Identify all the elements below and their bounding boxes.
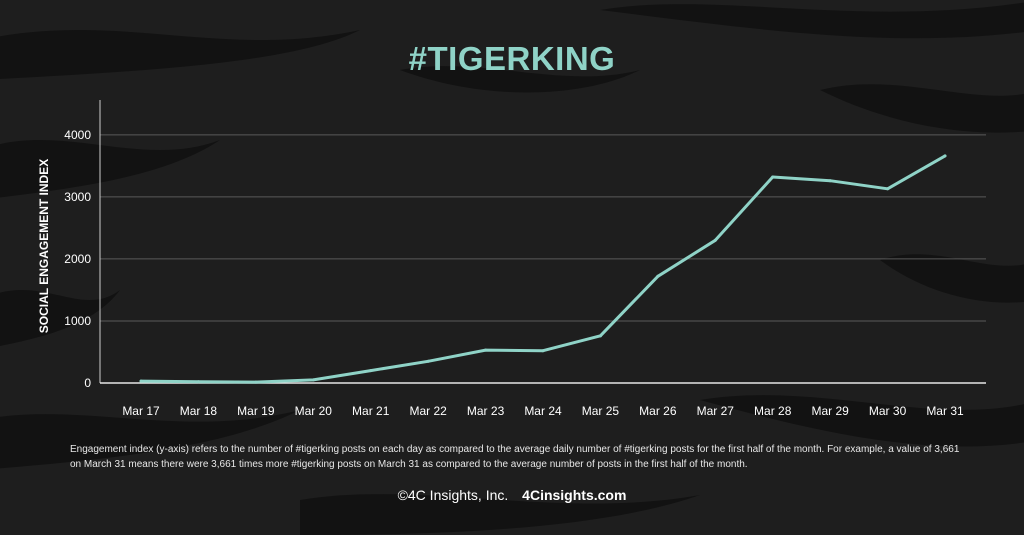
- x-tick-label: Mar 21: [352, 404, 390, 418]
- footer: ©4C Insights, Inc. 4Cinsights.com: [0, 487, 1024, 503]
- y-tick-label: 4000: [64, 128, 91, 142]
- x-tick-label: Mar 22: [409, 404, 447, 418]
- website-link[interactable]: 4Cinsights.com: [522, 487, 627, 503]
- x-tick-label: Mar 26: [639, 404, 677, 418]
- y-tick-label: 2000: [64, 252, 91, 266]
- data-point: [311, 378, 315, 382]
- x-tick-label: Mar 20: [295, 404, 333, 418]
- data-point: [541, 349, 545, 353]
- x-tick-label: Mar 25: [582, 404, 620, 418]
- data-point: [369, 369, 373, 373]
- data-point: [713, 238, 717, 242]
- x-tick-label: Mar 27: [697, 404, 735, 418]
- x-tick-label: Mar 23: [467, 404, 505, 418]
- data-point: [828, 179, 832, 183]
- x-tick-label: Mar 31: [926, 404, 964, 418]
- x-tick-label: Mar 29: [811, 404, 849, 418]
- x-tick-label: Mar 28: [754, 404, 792, 418]
- x-tick-label: Mar 30: [869, 404, 907, 418]
- x-tick-label: Mar 18: [180, 404, 218, 418]
- x-tick-label: Mar 24: [524, 404, 562, 418]
- x-tick-label: Mar 17: [122, 404, 160, 418]
- y-tick-label: 3000: [64, 190, 91, 204]
- data-point: [886, 187, 890, 191]
- chart-footnote: Engagement index (y-axis) refers to the …: [70, 444, 960, 470]
- y-axis-title: SOCIAL ENGAGEMENT INDEX: [37, 159, 51, 333]
- data-point: [196, 380, 200, 384]
- data-point: [943, 154, 947, 158]
- data-point: [656, 274, 660, 278]
- data-point: [139, 379, 143, 383]
- y-tick-label: 1000: [64, 314, 91, 328]
- data-point: [771, 175, 775, 179]
- y-tick-label: 0: [84, 376, 91, 390]
- data-point: [484, 348, 488, 352]
- data-point: [598, 334, 602, 338]
- series-line: [139, 154, 947, 384]
- x-tick-label: Mar 19: [237, 404, 275, 418]
- copyright-text: ©4C Insights, Inc.: [397, 487, 509, 503]
- data-point: [426, 359, 430, 363]
- data-point: [254, 380, 258, 384]
- chart-title: #TIGERKING: [408, 40, 616, 77]
